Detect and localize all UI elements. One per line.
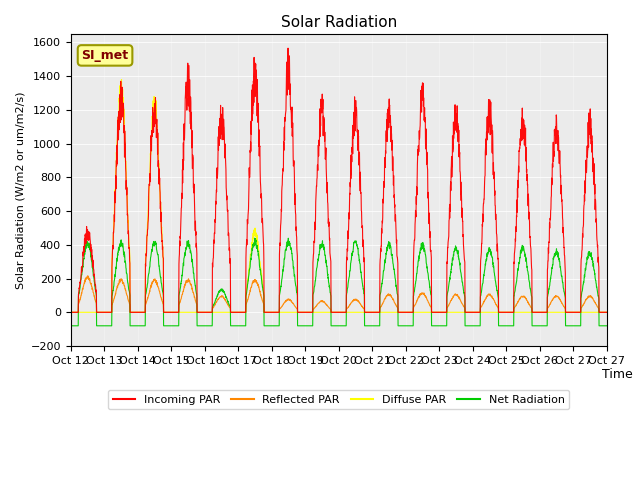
X-axis label: Time: Time [602, 368, 632, 381]
Title: Solar Radiation: Solar Radiation [280, 15, 397, 30]
Text: SI_met: SI_met [81, 49, 129, 62]
Legend: Incoming PAR, Reflected PAR, Diffuse PAR, Net Radiation: Incoming PAR, Reflected PAR, Diffuse PAR… [108, 390, 569, 409]
Y-axis label: Solar Radiation (W/m2 or um/m2/s): Solar Radiation (W/m2 or um/m2/s) [15, 91, 25, 289]
